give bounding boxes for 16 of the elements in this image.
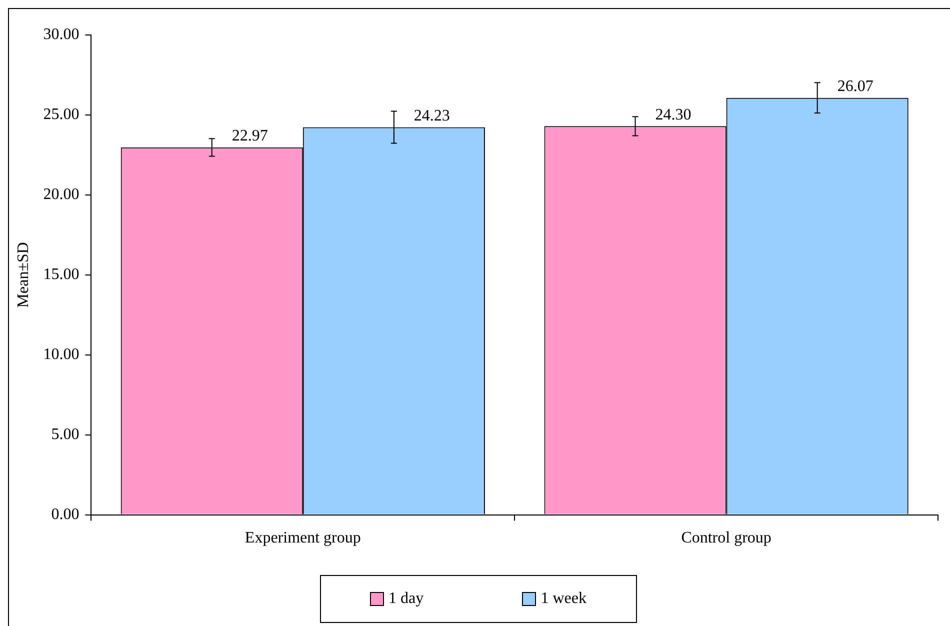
y-tick-label: 5.00 [51,426,80,444]
y-tick-label: 30.00 [43,26,80,44]
x-tick-label: Experiment group [244,530,361,547]
y-tick-label: 0.00 [51,506,80,524]
data-label: 26.07 [837,78,874,96]
y-tick-label: 20.00 [43,186,80,204]
y-tick-label: 25.00 [43,106,80,124]
y-tick-label: 15.00 [43,266,80,284]
y-tick-label: 10.00 [43,346,80,364]
x-tick-label: Control group [681,530,772,547]
data-label: 24.23 [414,107,450,124]
y-axis-title: Mean±SD [14,242,32,308]
data-label: 24.30 [655,106,692,124]
data-label: 22.97 [232,128,268,145]
legend-label: 1 day [388,590,424,608]
legend-label: 1 week [540,590,586,608]
